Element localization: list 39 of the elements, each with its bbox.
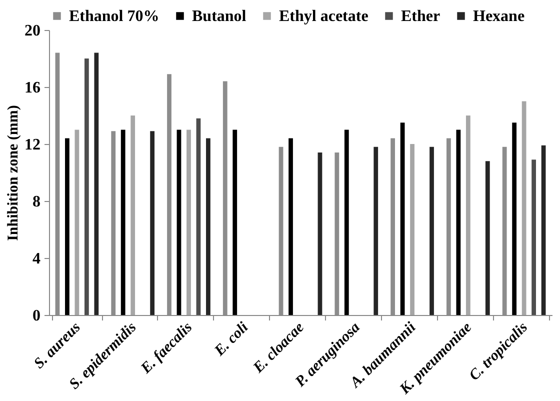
- bar: [400, 122, 405, 315]
- legend-label: Ethanol 70%: [69, 8, 160, 25]
- legend-label: Ether: [401, 8, 440, 25]
- y-tick-label: 0: [32, 308, 40, 324]
- bar: [120, 130, 126, 315]
- bar: [485, 161, 490, 315]
- bar: [318, 152, 322, 315]
- x-tick-label: E. coli: [211, 318, 252, 360]
- y-tick-label: 12: [24, 136, 40, 154]
- bar: [466, 116, 470, 315]
- bar: [512, 122, 517, 315]
- bar: [186, 130, 191, 315]
- bar: [288, 138, 293, 315]
- bar: [532, 160, 536, 315]
- bar: [522, 101, 526, 315]
- bar: [206, 138, 210, 315]
- legend-label: Hexane: [473, 8, 525, 25]
- y-tick-label: 20: [24, 22, 40, 40]
- bar: [176, 130, 182, 315]
- bar: [232, 130, 238, 315]
- legend-label: Ethyl acetate: [279, 8, 368, 25]
- bar: [456, 130, 461, 315]
- y-tick-label: 8: [32, 194, 40, 210]
- bar: [430, 146, 434, 315]
- y-tick-label: 4: [32, 250, 40, 268]
- bar: [410, 144, 414, 315]
- bar: [130, 116, 136, 315]
- legend-label: Butanol: [192, 8, 247, 25]
- bar: [541, 145, 546, 315]
- y-axis-title: Inhibition zone (mm): [6, 105, 22, 241]
- bar: [84, 58, 89, 315]
- bar: [374, 146, 378, 315]
- y-tick-label: 16: [24, 80, 40, 96]
- bar: [150, 131, 155, 315]
- bar: [344, 130, 349, 315]
- bar: [65, 138, 70, 315]
- bar: [196, 118, 201, 315]
- bar: [74, 130, 80, 315]
- bar: [94, 52, 99, 315]
